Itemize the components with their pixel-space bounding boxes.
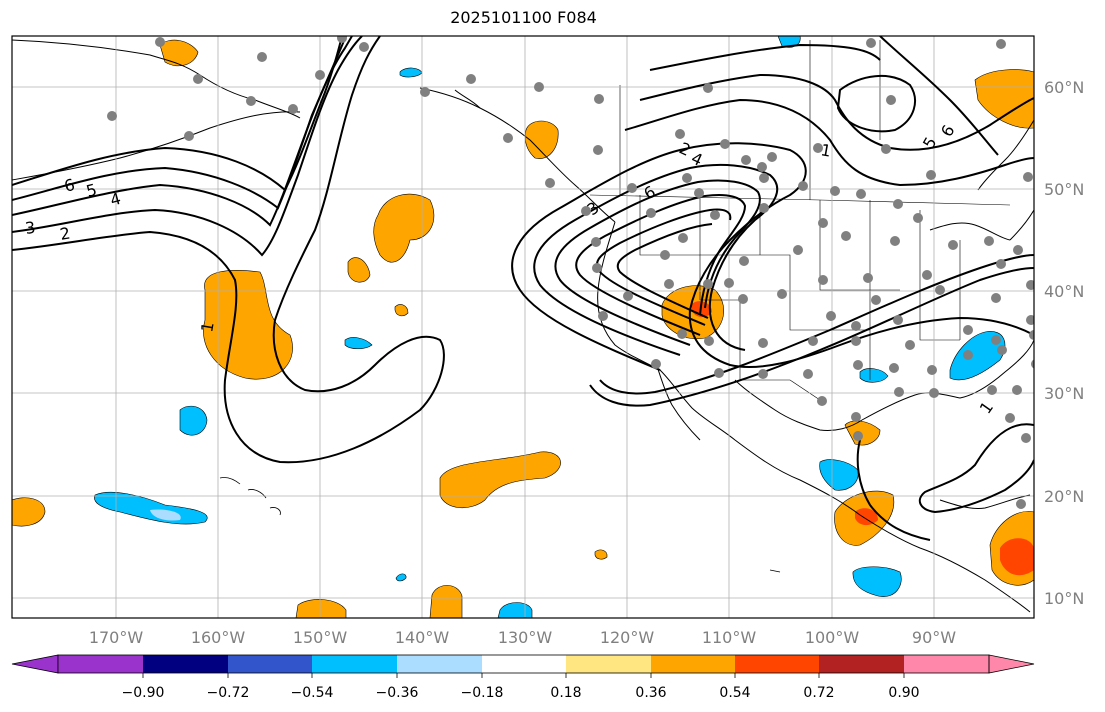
contour-label: 6: [62, 175, 77, 196]
graticule: [12, 36, 1034, 618]
colorbar-tick-label: 0.36: [635, 685, 666, 701]
longitude-label: 110°W: [702, 628, 757, 647]
contour-label: 2: [58, 223, 71, 243]
longitude-label: 150°W: [293, 628, 348, 647]
contour-line: [12, 36, 343, 192]
contour-line: [595, 208, 732, 326]
contour-line: [836, 74, 916, 133]
anomaly-negative-region: [819, 459, 859, 491]
contour-label: 5: [84, 180, 99, 201]
anomaly-positive-region: [373, 193, 435, 263]
anomaly-negative-region: [179, 405, 208, 436]
anomaly-positive-region: [203, 270, 293, 380]
map-title: 2025101100 F084: [450, 8, 597, 27]
colorbar-tick-label: −0.18: [461, 685, 504, 701]
contour-line: [12, 36, 347, 210]
map-background: [12, 36, 1034, 618]
colorbar-tick-label: −0.72: [207, 685, 250, 701]
anomaly-negative-region: [344, 337, 373, 350]
contour-lines: [12, 36, 1034, 541]
contour-line: [649, 43, 881, 71]
anomaly-negative-region: [395, 573, 407, 582]
colorbar-tick-label: 0.72: [803, 685, 834, 701]
colorbar-extend-high: [988, 654, 1035, 674]
contour-line: [589, 267, 1034, 407]
coastlines: [12, 39, 1034, 613]
contour-line: [511, 142, 1034, 371]
anomaly-positive-region: [524, 120, 559, 159]
longitude-label: 130°W: [498, 628, 553, 647]
contour-line: [12, 36, 363, 257]
anomaly-positive-region: [295, 599, 347, 618]
map-frame: [11, 35, 1035, 619]
anomaly-positive-region: [429, 585, 463, 618]
longitude-label: 100°W: [805, 628, 860, 647]
latitude-label: 20°N: [1044, 487, 1084, 506]
contour-label: 1: [197, 320, 217, 333]
contour-line: [856, 439, 931, 541]
colorbar: −0.90 −0.72 −0.54 −0.36 −0.18 0.18 0.36 …: [11, 654, 1035, 701]
colorbar-segment: [312, 655, 397, 673]
colorbar-segment: [904, 655, 989, 673]
colorbar-tick-label: −0.90: [122, 685, 165, 701]
anomaly-negative-region: [859, 368, 889, 383]
colorbar-tick-label: −0.54: [291, 685, 334, 701]
longitude-label: 90°W: [912, 628, 956, 647]
colorbar-segment: [397, 655, 482, 673]
anomaly-positive-region: [347, 257, 371, 283]
anomaly-strong-region: [855, 508, 878, 526]
anomaly-strong-region: [1000, 538, 1034, 576]
colorbar-segment: [566, 655, 651, 673]
colorbar-segment: [482, 655, 566, 673]
colorbar-segment: [735, 655, 819, 673]
contour-label: 1: [819, 140, 832, 160]
contour-labels: 6 5 4 3 2 1 2 4 3 6 1 5 6 1: [24, 122, 997, 418]
contour-line: [599, 254, 1034, 395]
contour-line: [575, 194, 747, 336]
longitude-label: 170°W: [89, 628, 144, 647]
anomaly-positive-region: [439, 451, 561, 508]
islands: [219, 477, 781, 573]
anomaly-positive-region: [159, 39, 199, 67]
anomaly-shading: [12, 36, 1034, 618]
anomaly-positive-region: [594, 549, 608, 560]
colorbar-extend-low: [11, 654, 59, 674]
latitude-label: 40°N: [1044, 282, 1084, 301]
latitude-label: 60°N: [1044, 78, 1084, 97]
contour-line: [879, 36, 999, 156]
colorbar-segment: [143, 655, 228, 673]
longitude-label: 160°W: [191, 628, 246, 647]
colorbar-tick-label: 0.54: [719, 685, 750, 701]
contour-line: [533, 163, 779, 356]
colorbar-tick-label: −0.36: [376, 685, 419, 701]
colorbar-tick-label: 0.90: [888, 685, 919, 701]
contour-line: [12, 36, 445, 464]
longitude-label: 120°W: [600, 628, 655, 647]
anomaly-negative-region: [949, 331, 1006, 381]
longitude-label: 140°W: [395, 628, 450, 647]
colorbar-segment: [228, 655, 312, 673]
longitude-axis: 170°W 160°W 150°W 140°W 130°W 120°W 110°…: [89, 628, 956, 647]
latitude-label: 30°N: [1044, 384, 1084, 403]
contour-label: 4: [108, 189, 123, 210]
anomaly-negative-region: [497, 602, 533, 618]
contour-label: 3: [24, 218, 37, 238]
contour-line: [624, 98, 1034, 187]
colorbar-segment: [651, 655, 735, 673]
anomaly-positive-region: [394, 304, 409, 317]
colorbar-segment: [819, 655, 904, 673]
contour-line: [554, 179, 761, 346]
contour-line: [616, 223, 713, 319]
station-markers: [107, 36, 1034, 509]
latitude-label: 10°N: [1044, 589, 1084, 608]
anomaly-positive-region: [12, 497, 46, 527]
colorbar-segment: [58, 655, 143, 673]
latitude-label: 50°N: [1044, 180, 1084, 199]
colorbar-tick-label: 0.18: [550, 685, 581, 701]
anomaly-negative-region: [150, 509, 181, 521]
contour-line: [918, 423, 1034, 514]
anomaly-negative-region: [852, 566, 902, 597]
latitude-axis: 60°N 50°N 40°N 30°N 20°N 10°N: [1044, 78, 1084, 608]
